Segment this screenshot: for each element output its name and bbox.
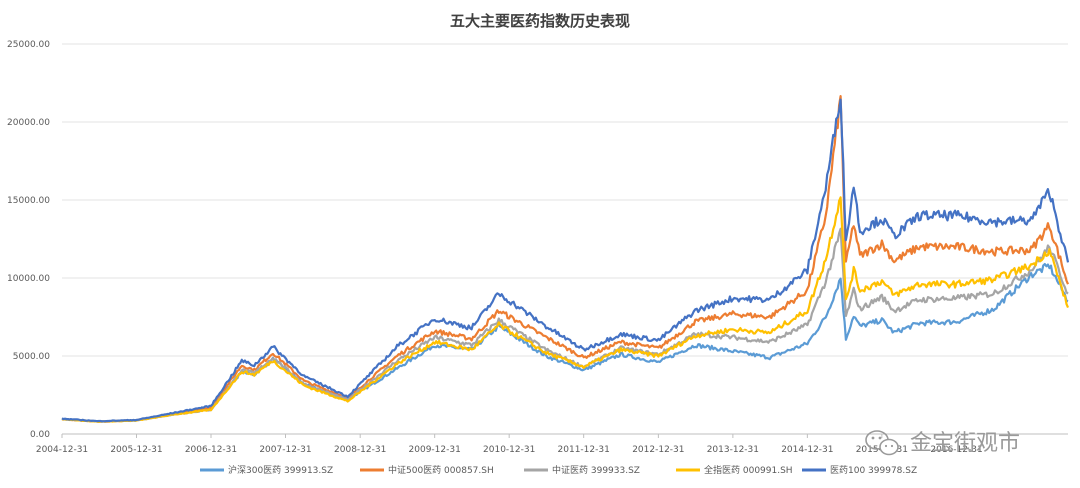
x-tick-label: 2008-12-31 [334,445,386,455]
series-line [61,227,1069,423]
legend-label: 中证医药 399933.SZ [552,464,640,476]
legend-label: 沪深300医药 399913.SZ [228,464,333,476]
y-tick-label: 20000.00 [7,118,50,128]
x-tick-label: 2014-12-31 [781,445,833,455]
y-tick-label: 25000.00 [7,40,50,50]
grid [62,43,1068,435]
x-tick-label: 2012-12-31 [632,445,684,455]
x-tick-label: 2009-12-31 [409,445,461,455]
series-line [61,263,1069,423]
watermark: 金宝街观市 [865,430,1020,456]
y-tick-label: 10000.00 [7,274,50,284]
series-line [61,98,1070,423]
series-line [61,95,1070,423]
x-tick-label: 2006-12-31 [185,445,237,455]
watermark-text: 金宝街观市 [910,431,1020,456]
y-tick-label: 0.00 [30,430,50,440]
legend-label: 中证500医药 000857.SH [388,464,494,476]
plot-area [61,95,1070,423]
x-tick-label: 2013-12-31 [707,445,759,455]
x-axis: 2004-12-31 2005-12-31 2006-12-31 2007-12-31… [36,434,983,455]
series-line [61,196,1070,423]
x-tick-label: 2011-12-31 [558,445,610,455]
legend-label: 全指医药 000991.SH [704,464,793,476]
x-tick-label: 2016-12-31 [930,445,982,455]
legend: 沪深300医药 399913.SZ 中证500医药 000857.SH 中证医药 3… [200,464,917,476]
wechat-icon [865,430,899,456]
x-tick-label: 2004-12-31 [36,445,88,455]
x-tick-label: 2005-12-31 [110,445,162,455]
x-tick-label: 2007-12-31 [259,445,311,455]
legend-label: 医药100 399978.SZ [830,465,917,476]
y-tick-label: 5000.00 [13,352,50,362]
y-tick-label: 15000.00 [7,196,50,206]
chart-title: 五大主要医药指数历史表现 [450,12,630,30]
x-tick-label: 2010-12-31 [483,445,535,455]
y-axis: 0.00 5000.00 10000.00 15000.00 20000.00 25000… [7,40,50,440]
